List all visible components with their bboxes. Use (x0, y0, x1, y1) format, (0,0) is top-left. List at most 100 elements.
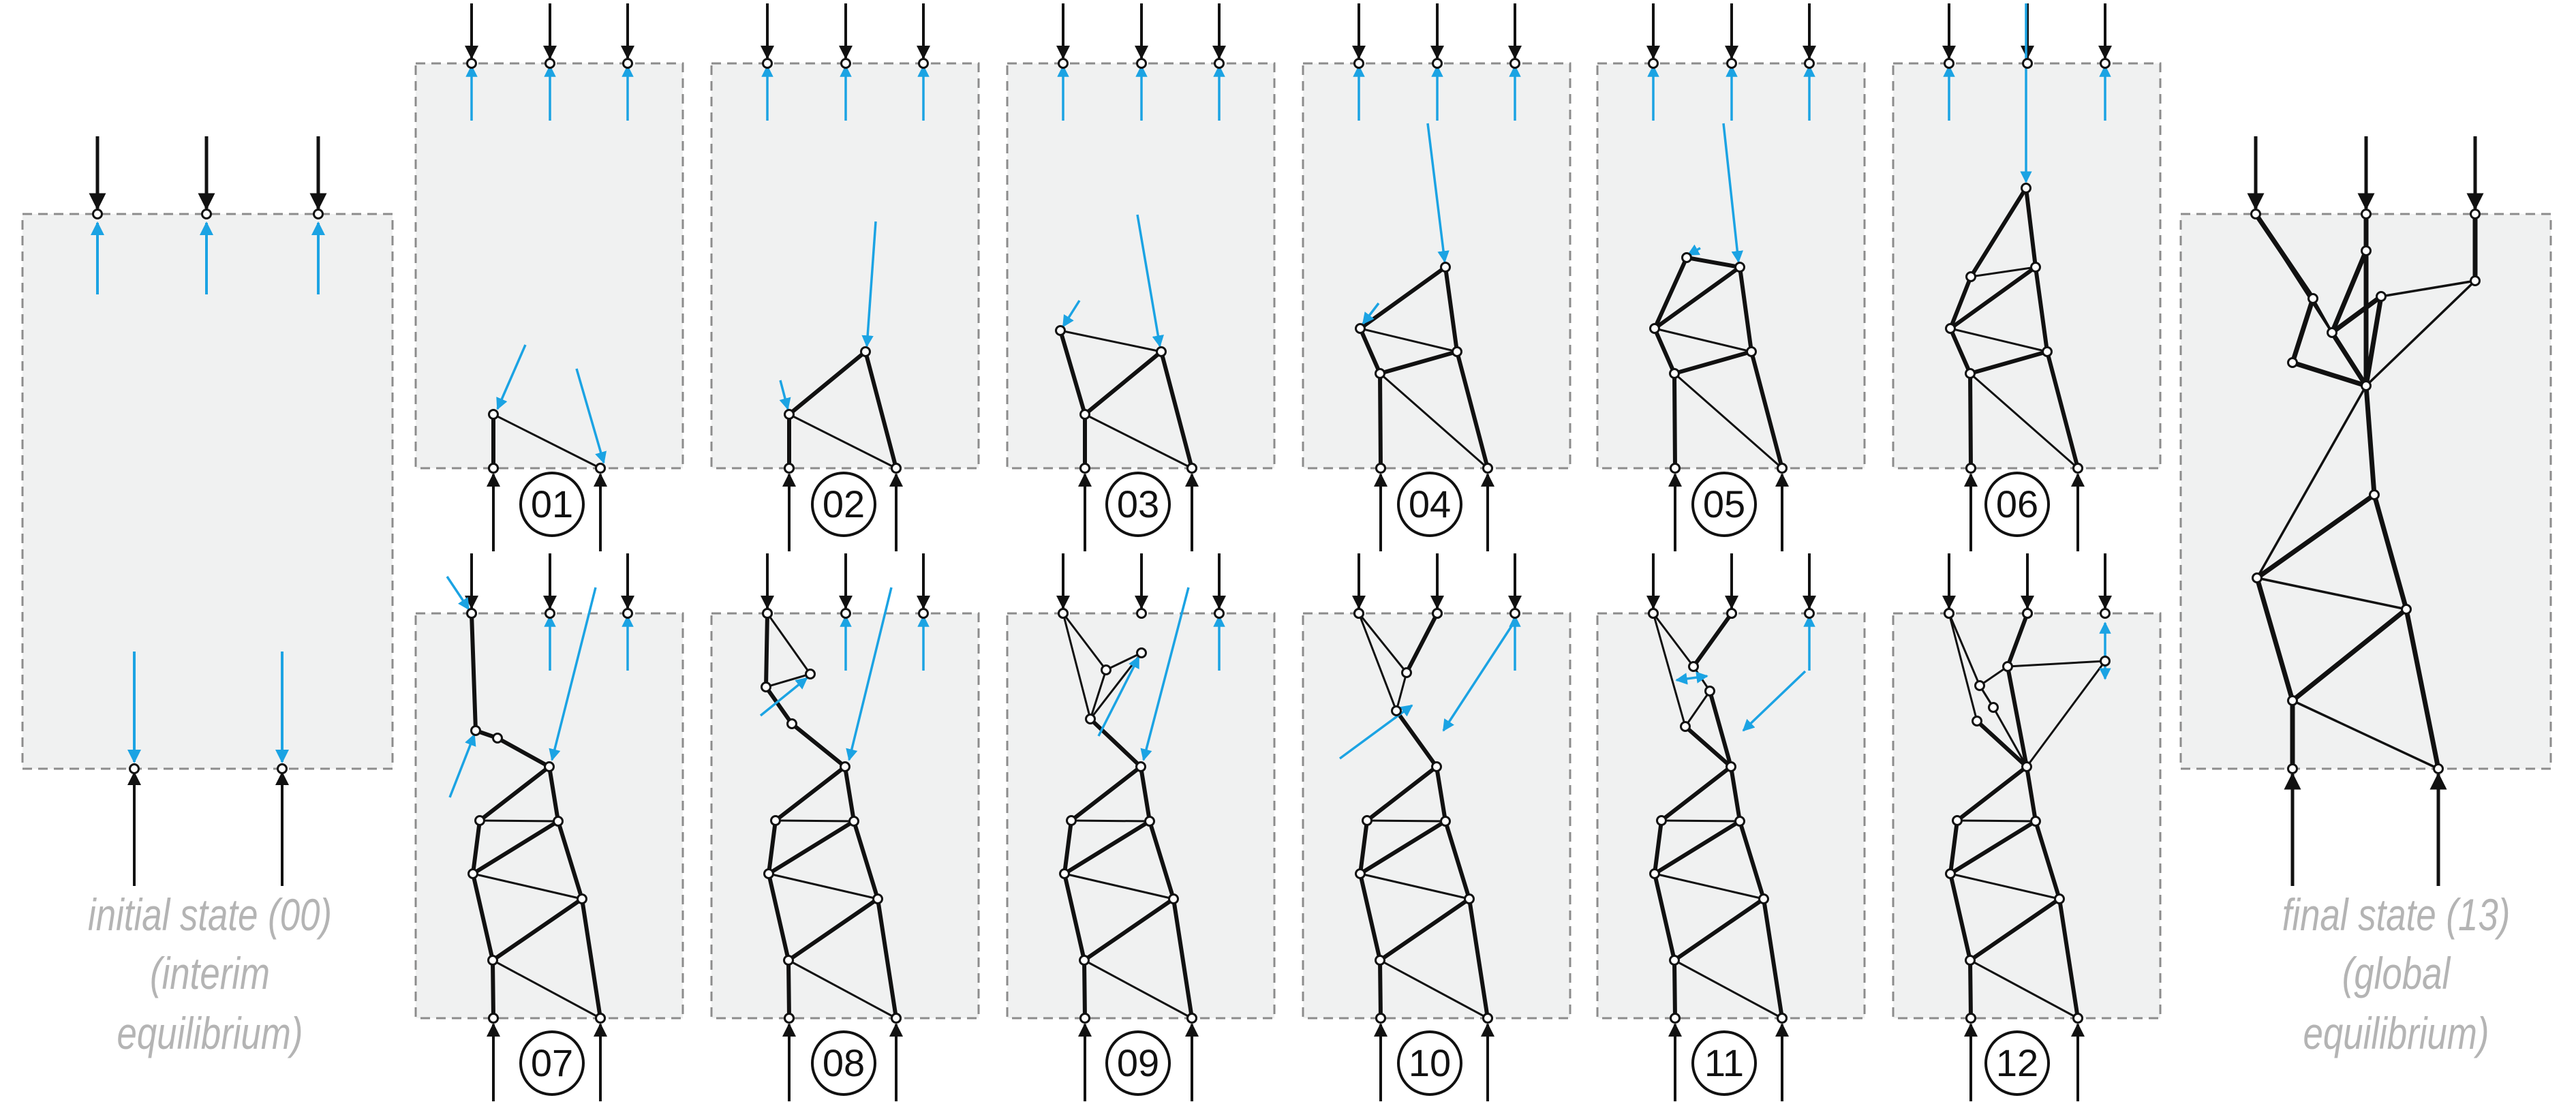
node-circle-icon (1059, 868, 1070, 879)
truss-member (1358, 612, 1408, 674)
node-circle-icon (2287, 763, 2298, 774)
step11-panel (1596, 612, 1866, 1020)
node-circle-icon (1079, 409, 1090, 420)
truss-member (863, 350, 898, 470)
truss-member (1738, 819, 1766, 901)
node-circle-icon (2287, 357, 2298, 368)
node-circle-icon (1079, 1013, 1090, 1024)
node-circle-icon (1156, 346, 1167, 357)
node-circle-icon (860, 346, 871, 357)
node-circle-icon (2002, 661, 2013, 672)
node-circle-icon (840, 58, 851, 69)
step03-panel (1006, 62, 1276, 470)
truss-member (1467, 897, 1490, 1020)
step12-panel (1892, 612, 2162, 1020)
truss-member (2254, 213, 2333, 334)
node-circle-icon (1136, 58, 1147, 69)
residual-force-arrow-icon (549, 587, 597, 761)
node-circle-icon (1401, 667, 1412, 678)
node-circle-icon (595, 463, 606, 474)
truss-member (787, 350, 868, 416)
truss-member (1653, 818, 1663, 876)
truss-member (2006, 611, 2029, 669)
node-circle-icon (770, 815, 781, 826)
truss-member (1084, 413, 1193, 470)
node-circle-icon (2361, 245, 2372, 256)
truss-member (495, 736, 551, 769)
truss-member (1082, 897, 1176, 962)
node-circle-icon (1648, 608, 1659, 619)
truss-member (2329, 248, 2369, 335)
residual-force-arrow-icon (1742, 670, 1807, 732)
truss-member (2256, 384, 2367, 579)
node-circle-icon (1058, 58, 1069, 69)
node-circle-icon (783, 955, 794, 966)
node-circle-icon (1965, 368, 1976, 379)
truss-member (1968, 897, 2061, 962)
truss-member (1443, 265, 1459, 354)
truss-member (1672, 897, 1766, 962)
residual-force-arrow-icon (575, 368, 607, 464)
truss-member (1088, 717, 1143, 769)
node-circle-icon (1509, 608, 1520, 619)
node-circle-icon (2022, 608, 2033, 619)
truss-member (1378, 350, 1459, 376)
node-circle-icon (277, 763, 288, 774)
truss-member (1443, 819, 1471, 901)
node-circle-icon (1965, 271, 1976, 282)
initial-caption-line1: initial state (00) (87, 889, 333, 940)
truss-member (2312, 297, 2333, 334)
residual-force-arrow-icon (759, 677, 808, 717)
node-circle-icon (1972, 716, 1982, 726)
step02-panel (710, 62, 980, 470)
step-label-05: 05 (1691, 472, 1757, 537)
residual-force-arrow-icon (1442, 618, 1518, 732)
node-circle-icon (544, 761, 555, 772)
truss-member (1968, 350, 2049, 376)
residual-force-arrow-icon (1062, 300, 1081, 328)
step-label-09: 09 (1105, 1030, 1171, 1096)
node-circle-icon (129, 763, 140, 774)
node-circle-icon (1734, 816, 1745, 827)
node-circle-icon (1144, 816, 1155, 827)
truss-member (1948, 818, 1959, 876)
node-circle-icon (762, 58, 773, 69)
node-circle-icon (1085, 714, 1096, 724)
step-label-03: 03 (1105, 472, 1171, 537)
truss-member (2034, 819, 2061, 901)
truss-member (1749, 350, 1784, 470)
truss-member (1653, 819, 1742, 876)
truss-member (1069, 765, 1143, 823)
truss-member (1992, 706, 2028, 768)
step07-panel (414, 612, 684, 1020)
node-circle-icon (1432, 608, 1443, 619)
node-circle-icon (1509, 58, 1520, 69)
node-circle-icon (1353, 608, 1364, 619)
truss-member (786, 958, 791, 1020)
initial-caption-line2: (interim equilibrium) (117, 948, 303, 1058)
node-circle-icon (1391, 705, 1402, 716)
truss-member (1059, 329, 1163, 353)
truss-member (1955, 765, 2029, 823)
node-circle-icon (1079, 463, 1090, 474)
truss-member (2290, 607, 2409, 703)
truss-member (1968, 371, 1973, 470)
truss-member (766, 612, 812, 675)
panels (21, 62, 2552, 1020)
node-circle-icon (784, 463, 795, 474)
node-circle-icon (2030, 816, 2041, 827)
truss-member (1978, 665, 2009, 687)
node-circle-icon (1431, 761, 1442, 772)
truss-member (471, 872, 495, 962)
truss-member (2365, 279, 2477, 387)
residual-force-arrow-icon (846, 587, 893, 761)
node-circle-icon (1355, 323, 1366, 334)
truss-member (1082, 958, 1087, 1020)
node-circle-icon (1965, 463, 1976, 474)
truss-member (1948, 819, 2038, 876)
node-circle-icon (545, 608, 555, 619)
truss-member (1378, 958, 1383, 1020)
node-circle-icon (2072, 1013, 2083, 1024)
residual-force-arrow-icon (1426, 123, 1450, 263)
